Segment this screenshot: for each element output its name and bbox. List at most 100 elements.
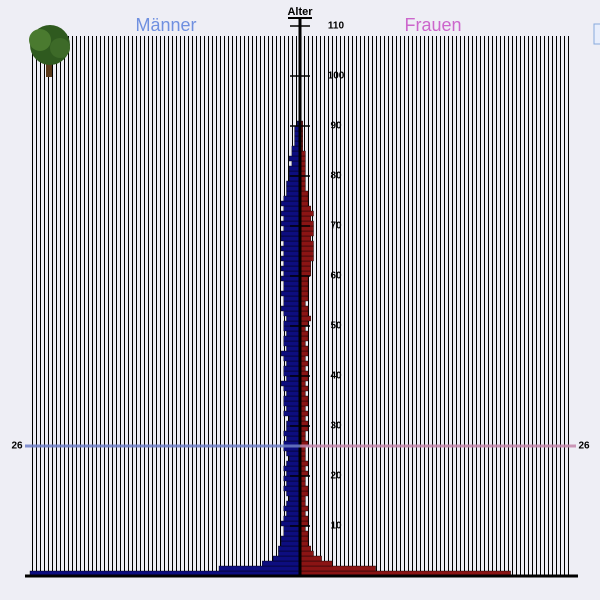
marker-label-right: 26 xyxy=(578,441,590,452)
bar-male xyxy=(286,500,301,507)
bar-male xyxy=(280,255,301,262)
bar-male xyxy=(280,305,301,312)
bar-male xyxy=(283,195,301,202)
bar-male xyxy=(283,335,301,342)
bar-male xyxy=(278,550,301,557)
y-tick-label: 10 xyxy=(330,521,342,532)
bar-female xyxy=(299,560,333,567)
bar-male xyxy=(289,415,301,422)
bar-male xyxy=(280,200,301,207)
bar-male xyxy=(283,530,301,537)
bar-male xyxy=(286,315,301,322)
bar-male xyxy=(280,210,301,217)
bar-male xyxy=(286,435,301,442)
bar-female xyxy=(299,265,312,272)
axis-label: Alter xyxy=(287,6,313,18)
bar-male xyxy=(283,310,301,317)
bar-male xyxy=(283,430,301,437)
bar-male xyxy=(289,495,301,502)
y-tick-label: 60 xyxy=(330,271,342,282)
tree-icon xyxy=(29,25,70,77)
side-button[interactable] xyxy=(593,23,600,45)
bar-female xyxy=(299,565,376,572)
bar-male xyxy=(289,165,301,172)
y-tick-label: 100 xyxy=(328,71,345,82)
bar-male xyxy=(283,215,301,222)
bar-male xyxy=(283,365,301,372)
bar-male xyxy=(283,505,301,512)
bar-male xyxy=(286,460,301,467)
bar-male xyxy=(280,235,301,242)
y-tick-label: 20 xyxy=(330,471,342,482)
title-left: Männer xyxy=(135,15,196,35)
bar-male xyxy=(280,380,301,387)
bar-male xyxy=(283,515,301,522)
bar-male xyxy=(283,250,301,257)
bar-male xyxy=(283,465,301,472)
bar-male xyxy=(283,280,301,287)
bar-male xyxy=(283,260,301,267)
bar-male xyxy=(289,155,301,162)
bar-male xyxy=(286,480,301,487)
bar-male xyxy=(283,240,301,247)
bar-male xyxy=(286,345,301,352)
bar-male xyxy=(280,265,301,272)
bar-female xyxy=(299,250,314,257)
bar-male xyxy=(272,555,301,562)
bar-male xyxy=(286,510,301,517)
y-tick-label: 80 xyxy=(330,171,342,182)
bar-male xyxy=(283,410,301,417)
y-tick-label: 110 xyxy=(328,21,345,32)
bar-male xyxy=(283,485,301,492)
bar-male xyxy=(283,340,301,347)
y-tick-label: 90 xyxy=(330,121,342,132)
bar-female xyxy=(299,545,312,552)
bar-male xyxy=(286,490,301,497)
bar-female xyxy=(299,215,312,222)
bar-male xyxy=(286,450,301,457)
bar-male xyxy=(280,230,301,237)
bar-male xyxy=(283,295,301,302)
bar-female xyxy=(299,245,314,252)
bar-female xyxy=(299,210,314,217)
bar-male xyxy=(218,565,301,572)
bar-male xyxy=(280,245,301,252)
bar-female xyxy=(299,235,312,242)
y-tick-label: 30 xyxy=(330,421,342,432)
bar-female xyxy=(299,230,314,237)
bar-female xyxy=(299,260,312,267)
y-tick-label: 50 xyxy=(330,321,342,332)
bar-female xyxy=(299,550,314,557)
bar-male xyxy=(286,180,301,187)
bar-female xyxy=(299,315,312,322)
bar-male xyxy=(283,385,301,392)
bar-male xyxy=(278,545,301,552)
bar-male xyxy=(286,330,301,337)
bar-male xyxy=(280,350,301,357)
bar-male xyxy=(286,390,301,397)
y-tick-label: 70 xyxy=(330,221,342,232)
bar-male xyxy=(283,400,301,407)
bar-male xyxy=(289,455,301,462)
bar-male xyxy=(280,535,301,542)
bar-female xyxy=(299,205,312,212)
bar-male xyxy=(286,185,301,192)
bar-male xyxy=(286,360,301,367)
y-tick-label: 40 xyxy=(330,371,342,382)
bar-male xyxy=(283,395,301,402)
bar-female xyxy=(299,555,322,562)
bar-male xyxy=(283,300,301,307)
bar-male xyxy=(283,285,301,292)
title-right: Frauen xyxy=(404,15,461,35)
bar-male xyxy=(286,190,301,197)
bar-female xyxy=(299,255,314,262)
bar-male xyxy=(262,560,301,567)
bar-male xyxy=(283,355,301,362)
bar-female xyxy=(299,240,314,247)
bar-male xyxy=(286,405,301,412)
bar-male xyxy=(280,290,301,297)
bar-male xyxy=(283,205,301,212)
bar-male xyxy=(280,540,301,547)
marker-label-left: 26 xyxy=(11,441,23,452)
